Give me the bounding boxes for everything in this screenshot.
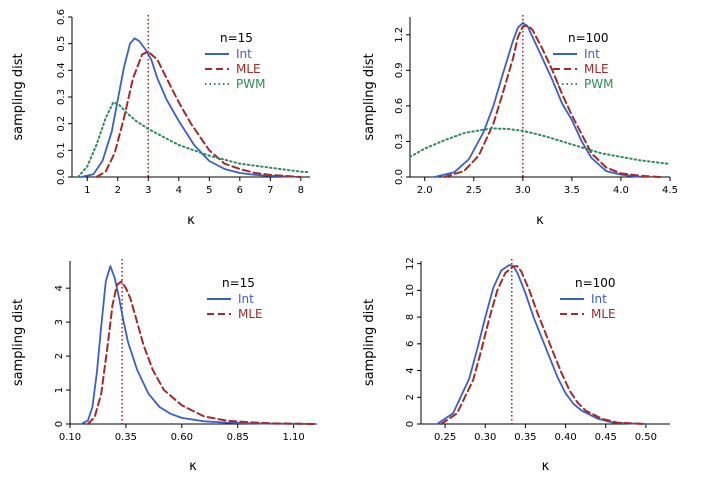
series-mle-line — [440, 265, 647, 425]
x-tick-label: 6 — [237, 185, 243, 196]
y-tick-label: 0.9 — [394, 62, 405, 78]
y-tick-label: 2 — [54, 353, 65, 359]
x-axis-title: κ — [542, 459, 550, 474]
x-tick-label: 0.45 — [595, 432, 617, 443]
legend-label-int: Int — [236, 47, 252, 61]
panel-top-right: 2.0 2.5 3.0 3.5 4.0 4.5 0.0 0.3 0.6 0.9 1.2 samplin… — [362, 15, 678, 228]
x-tick-label: 3.5 — [564, 185, 580, 196]
y-tick-label: 0.6 — [56, 9, 67, 25]
legend-label-mle: MLE — [584, 62, 609, 76]
panel-bottom-left: 0.10 0.35 0.60 0.85 1.10 0 1 2 3 4 sampling dist κ n… — [11, 259, 317, 474]
x-tick-label: 2 — [115, 185, 121, 196]
series-mle-line — [86, 280, 317, 425]
y-tick-label: 1.2 — [394, 27, 405, 43]
x-tick-label: 0.25 — [434, 432, 456, 443]
x-tick-label: 7 — [267, 185, 273, 196]
legend-label-int: Int — [238, 292, 254, 306]
series-pwm-line — [77, 101, 311, 178]
x-tick-label: 0.35 — [115, 432, 137, 443]
series-pwm-line — [409, 127, 671, 165]
legend-label-mle: MLE — [238, 307, 263, 321]
x-tick-label: 8 — [298, 185, 304, 196]
x-axis-title: κ — [536, 213, 544, 228]
x-axis-title: κ — [189, 459, 197, 474]
y-tick-label: 0.2 — [56, 116, 67, 132]
y-tick-label: 3 — [54, 319, 65, 325]
series-mle-line — [95, 50, 302, 178]
y-tick-label: 0.0 — [394, 169, 405, 185]
x-tick-label: 0.60 — [171, 432, 193, 443]
legend-label-mle: MLE — [236, 62, 261, 76]
series-mle-line — [443, 24, 662, 178]
x-tick-label: 3 — [145, 185, 151, 196]
y-tick-label: 0 — [54, 421, 65, 427]
legend-label-mle: MLE — [591, 307, 616, 321]
x-tick-label: 0.40 — [554, 432, 576, 443]
x-tick-label: 2.5 — [466, 185, 482, 196]
legend-title: n=15 — [222, 276, 255, 290]
y-tick-label: 2 — [405, 394, 416, 400]
y-tick-label: 0.3 — [394, 133, 405, 149]
x-tick-label: 3.0 — [515, 185, 531, 196]
y-tick-label: 0.1 — [56, 142, 67, 158]
y-tick-label: 8 — [405, 314, 416, 320]
x-tick-label: 0.10 — [59, 432, 81, 443]
y-axis-title: sampling dist — [362, 299, 377, 386]
x-tick-label: 2.0 — [417, 185, 433, 196]
legend-title: n=15 — [220, 31, 253, 45]
y-axis-title: sampling dist — [362, 53, 377, 140]
x-tick-label: 0.35 — [514, 432, 536, 443]
x-tick-label: 0.30 — [474, 432, 496, 443]
legend-title: n=100 — [568, 31, 609, 45]
y-tick-label: 10 — [405, 284, 416, 297]
y-tick-label: 4 — [405, 367, 416, 373]
y-axis-title: sampling dist — [11, 53, 26, 140]
y-tick-label: 0.5 — [56, 36, 67, 52]
x-tick-label: 4.5 — [662, 185, 678, 196]
x-tick-label: 4.0 — [613, 185, 629, 196]
y-tick-label: 1 — [54, 387, 65, 393]
y-tick-label: 0.6 — [394, 98, 405, 114]
y-axis-title: sampling dist — [11, 299, 26, 386]
legend-label-pwm: PWM — [584, 77, 613, 91]
y-tick-label: 6 — [405, 341, 416, 347]
legend-title: n=100 — [575, 276, 616, 290]
series-int-line — [436, 264, 647, 425]
x-tick-label: 0.50 — [635, 432, 657, 443]
y-tick-label: 4 — [54, 285, 65, 291]
x-tick-label: 1 — [84, 185, 90, 196]
legend-label-int: Int — [584, 47, 600, 61]
series-int-line — [433, 21, 642, 178]
y-tick-label: 12 — [405, 257, 416, 270]
x-tick-label: 0.85 — [227, 432, 249, 443]
x-axis-title: κ — [187, 213, 195, 228]
x-tick-label: 5 — [206, 185, 212, 196]
legend-label-pwm: PWM — [236, 77, 265, 91]
y-tick-label: 0.0 — [56, 169, 67, 185]
series-int-line — [80, 265, 317, 425]
panel-bottom-right: 0.25 0.30 0.35 0.40 0.45 0.50 0 2 4 6 8 10 12 samplin… — [362, 257, 670, 474]
panel-top-left: 1 2 3 4 5 6 7 8 0.0 0.1 0.2 0.3 0.4 0.5 0.6 sampling di… — [11, 9, 311, 228]
x-tick-label: 1.10 — [283, 432, 305, 443]
y-tick-label: 0.4 — [56, 62, 67, 78]
legend-label-int: Int — [591, 292, 607, 306]
y-tick-label: 0.3 — [56, 89, 67, 105]
x-tick-label: 4 — [176, 185, 182, 196]
y-tick-label: 0 — [405, 421, 416, 427]
series-int-line — [80, 37, 302, 178]
